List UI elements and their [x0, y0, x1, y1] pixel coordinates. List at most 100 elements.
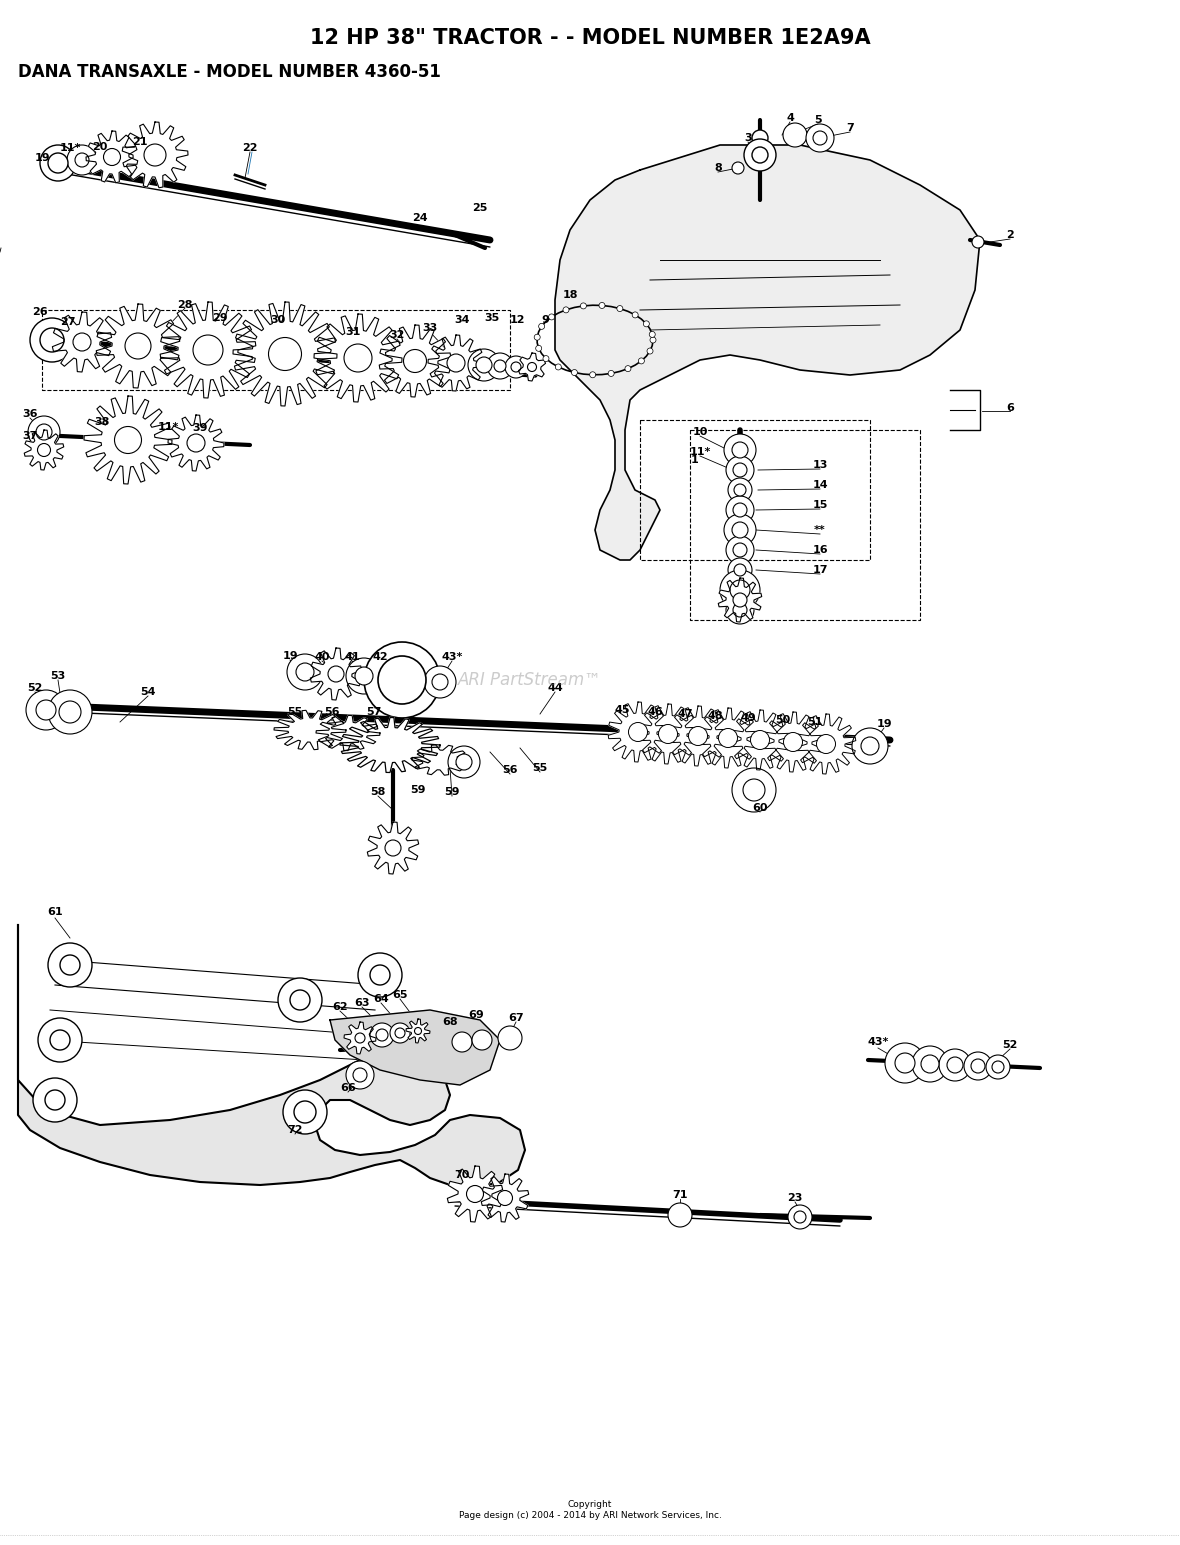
Circle shape	[948, 1057, 963, 1072]
Text: 42: 42	[372, 652, 388, 661]
Circle shape	[617, 306, 623, 312]
Circle shape	[494, 360, 506, 372]
Circle shape	[476, 357, 492, 372]
Text: 23: 23	[787, 1193, 802, 1204]
Circle shape	[563, 307, 569, 312]
Circle shape	[733, 593, 747, 607]
Circle shape	[538, 323, 545, 329]
Text: 19: 19	[282, 650, 297, 661]
Circle shape	[734, 564, 746, 576]
Polygon shape	[412, 745, 468, 776]
Circle shape	[378, 657, 426, 705]
Polygon shape	[168, 416, 224, 471]
Polygon shape	[18, 925, 525, 1188]
Text: 52: 52	[27, 683, 42, 694]
Circle shape	[894, 1054, 915, 1072]
Circle shape	[794, 1211, 806, 1224]
Circle shape	[650, 337, 656, 343]
Circle shape	[104, 148, 120, 165]
Polygon shape	[274, 711, 346, 749]
Circle shape	[986, 1055, 1010, 1078]
Text: 62: 62	[333, 1003, 348, 1012]
Text: **: **	[814, 525, 826, 535]
Circle shape	[76, 153, 88, 167]
Circle shape	[346, 658, 382, 694]
Circle shape	[125, 334, 151, 358]
Text: 4: 4	[786, 113, 794, 124]
Polygon shape	[316, 715, 380, 751]
Circle shape	[355, 667, 373, 684]
Text: 41: 41	[345, 652, 360, 661]
Circle shape	[40, 328, 64, 352]
Circle shape	[391, 1023, 409, 1043]
Circle shape	[269, 337, 302, 371]
Circle shape	[806, 124, 834, 151]
Circle shape	[638, 358, 644, 365]
Polygon shape	[668, 706, 728, 766]
Text: 72: 72	[287, 1125, 303, 1136]
Circle shape	[971, 1058, 985, 1072]
Text: 46: 46	[647, 708, 663, 717]
Circle shape	[37, 700, 55, 720]
Circle shape	[632, 312, 638, 318]
Text: 9: 9	[542, 315, 549, 324]
Text: 7: 7	[846, 124, 854, 133]
Circle shape	[26, 691, 66, 729]
Circle shape	[37, 423, 52, 440]
Text: 29: 29	[212, 314, 228, 323]
Circle shape	[972, 236, 984, 249]
Text: 53: 53	[51, 671, 66, 681]
Circle shape	[498, 1191, 512, 1205]
Circle shape	[625, 366, 631, 372]
Circle shape	[468, 349, 500, 382]
Polygon shape	[314, 314, 402, 402]
Circle shape	[498, 1026, 522, 1051]
Circle shape	[290, 990, 310, 1010]
Text: 35: 35	[484, 314, 499, 323]
Circle shape	[59, 701, 81, 723]
Text: 8: 8	[714, 164, 722, 173]
Polygon shape	[310, 647, 362, 700]
Circle shape	[730, 579, 750, 599]
Text: 21: 21	[132, 138, 148, 147]
Text: 39: 39	[192, 423, 208, 433]
Text: 45: 45	[615, 705, 630, 715]
Polygon shape	[160, 301, 256, 399]
Text: 15: 15	[812, 501, 827, 510]
Circle shape	[447, 354, 465, 372]
Text: 47: 47	[677, 709, 693, 718]
Text: 54: 54	[140, 688, 156, 697]
Text: 66: 66	[340, 1083, 356, 1092]
Circle shape	[732, 162, 745, 175]
Text: 65: 65	[392, 990, 408, 1000]
Circle shape	[346, 1061, 374, 1089]
Circle shape	[28, 416, 60, 448]
Circle shape	[404, 349, 426, 372]
Polygon shape	[232, 301, 337, 406]
Circle shape	[283, 1091, 327, 1134]
Circle shape	[371, 966, 391, 986]
Circle shape	[745, 139, 776, 171]
Circle shape	[371, 1023, 394, 1048]
Text: 70: 70	[454, 1170, 470, 1180]
Circle shape	[571, 369, 577, 375]
Circle shape	[817, 734, 835, 754]
Circle shape	[48, 153, 68, 173]
Circle shape	[395, 1027, 405, 1038]
Polygon shape	[699, 708, 758, 768]
Circle shape	[647, 348, 653, 354]
Circle shape	[345, 345, 372, 372]
Polygon shape	[86, 131, 138, 182]
Text: 36: 36	[22, 409, 38, 419]
Circle shape	[732, 768, 776, 813]
Polygon shape	[730, 711, 789, 769]
Circle shape	[186, 434, 205, 453]
Circle shape	[852, 728, 889, 763]
Circle shape	[353, 1068, 367, 1082]
Circle shape	[629, 723, 648, 742]
Circle shape	[912, 1046, 948, 1082]
Circle shape	[67, 145, 97, 175]
Circle shape	[784, 124, 807, 147]
Circle shape	[535, 334, 540, 340]
Circle shape	[726, 496, 754, 524]
